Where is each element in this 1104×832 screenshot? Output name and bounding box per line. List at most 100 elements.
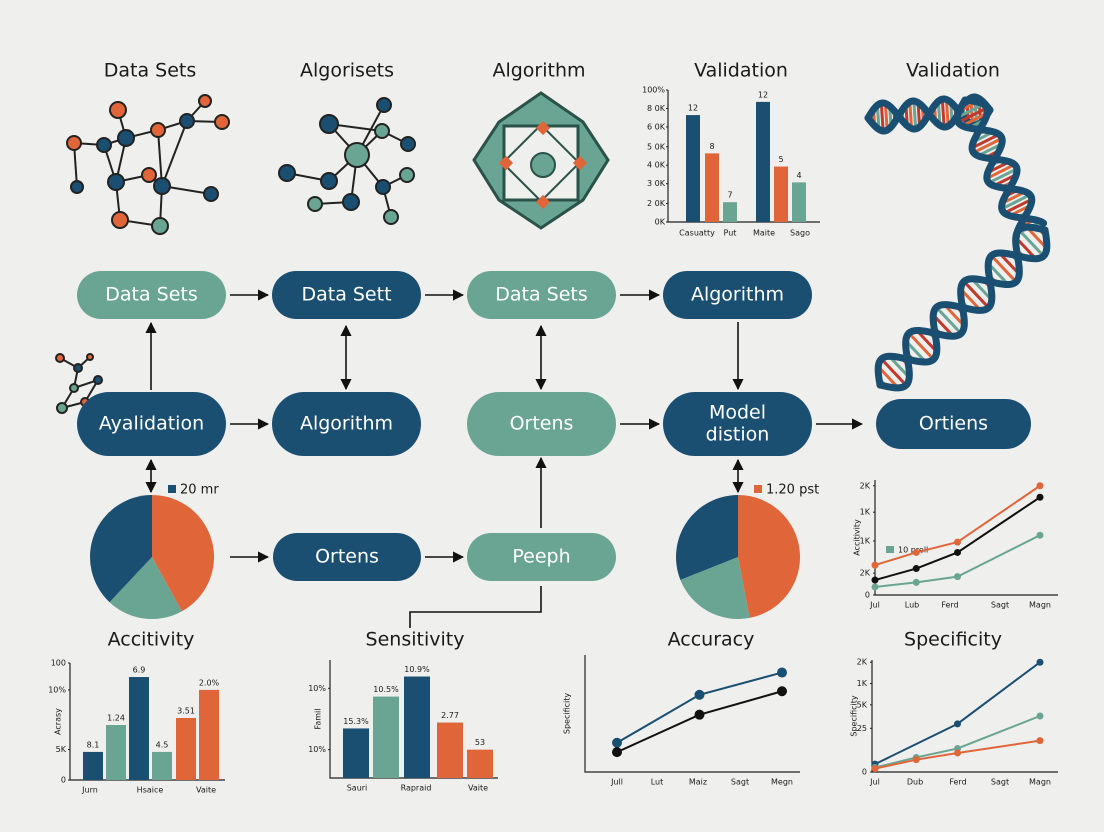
dna-rung bbox=[912, 100, 918, 129]
icons bbox=[55, 91, 1051, 414]
bar bbox=[343, 728, 369, 778]
y-tick-label: 100 bbox=[51, 659, 66, 668]
x-tick-label: Rapraid bbox=[401, 784, 432, 793]
legend-swatch bbox=[886, 546, 894, 553]
content: Data Sets Algorisets Algorithm Validation Va… bbox=[48, 60, 1058, 795]
x-tick-label: Sagt bbox=[731, 778, 749, 787]
network-node bbox=[86, 353, 94, 361]
heading: Algorisets bbox=[300, 60, 394, 82]
bar bbox=[756, 101, 770, 222]
heading: Validation bbox=[694, 60, 788, 82]
network-node bbox=[56, 402, 68, 414]
node-box bbox=[273, 533, 421, 581]
bar-label: 4.5 bbox=[156, 740, 169, 749]
dna-rung bbox=[1017, 228, 1045, 258]
network-node bbox=[203, 186, 219, 202]
x-tick-label: Jul bbox=[869, 601, 880, 610]
line bbox=[616, 690, 783, 754]
node-label: Data Sets bbox=[495, 284, 588, 306]
dna-rung bbox=[879, 103, 885, 132]
line bbox=[874, 484, 1041, 567]
network-edge bbox=[157, 129, 163, 187]
node-box bbox=[272, 392, 421, 456]
bar-label: 3.51 bbox=[177, 706, 195, 715]
network-node bbox=[93, 375, 103, 385]
node-label: Ortens bbox=[315, 546, 379, 568]
network-node bbox=[151, 217, 169, 235]
section-title: Accuracy bbox=[668, 629, 755, 651]
axis bbox=[871, 660, 1058, 773]
point bbox=[871, 576, 879, 584]
bar-label: 2.0% bbox=[199, 678, 220, 687]
network-node bbox=[344, 142, 370, 168]
x-tick-label: Put bbox=[724, 229, 737, 238]
node-label: Ayalidation bbox=[99, 413, 204, 435]
dna-rung bbox=[940, 99, 946, 128]
node-box bbox=[77, 271, 226, 319]
node-box bbox=[467, 533, 616, 581]
y-tick-label: 2K bbox=[860, 569, 871, 578]
point bbox=[1036, 712, 1044, 720]
bar-label: 10.9% bbox=[404, 665, 430, 674]
legend-label: 10 prell bbox=[898, 546, 928, 555]
star-dot bbox=[498, 155, 514, 171]
bar bbox=[774, 166, 788, 222]
node-label: Ortens bbox=[510, 413, 574, 435]
dna-rung bbox=[961, 111, 988, 128]
dna-rung bbox=[935, 306, 963, 335]
dna-rung bbox=[972, 137, 1003, 154]
bar-label: 10.5% bbox=[373, 685, 399, 694]
pie-slice bbox=[738, 495, 801, 618]
point bbox=[954, 538, 961, 546]
x-tick-label: Maiz bbox=[689, 778, 707, 787]
dna-rung bbox=[880, 357, 908, 387]
y-tick-label: 2 0K bbox=[647, 199, 666, 208]
bar bbox=[176, 717, 196, 780]
network-node bbox=[375, 179, 391, 195]
point bbox=[871, 765, 879, 773]
network-node bbox=[399, 167, 415, 183]
bar-label: 2.77 bbox=[441, 711, 459, 720]
star-dot bbox=[572, 155, 588, 171]
x-tick-label: Hsaice bbox=[137, 786, 164, 795]
y-tick-label: 4 0K bbox=[647, 161, 666, 170]
point bbox=[1036, 493, 1044, 501]
y-tick-label: 5 0K bbox=[647, 142, 666, 151]
point bbox=[954, 749, 961, 757]
node-label: distion bbox=[706, 424, 770, 446]
dna-strand bbox=[864, 95, 994, 133]
legend-label: 20 mr bbox=[180, 483, 219, 498]
heading: Validation bbox=[906, 60, 1000, 82]
bar bbox=[373, 696, 399, 778]
legend-label: 1.20 pst bbox=[766, 483, 819, 498]
point bbox=[912, 756, 920, 764]
dna-rung bbox=[944, 99, 950, 127]
point bbox=[1036, 658, 1044, 666]
network-node bbox=[307, 196, 323, 212]
dna-strand bbox=[953, 96, 1036, 241]
x-tick-label: Jurn bbox=[81, 786, 98, 795]
dna-rung bbox=[988, 167, 1018, 185]
pie-slice bbox=[109, 557, 182, 619]
x-tick-label: Jul bbox=[869, 778, 880, 787]
node-label: Algorithm bbox=[691, 284, 784, 306]
y-tick-label: 25 bbox=[857, 724, 867, 733]
line bbox=[874, 496, 1041, 582]
x-tick-label: Megn bbox=[771, 778, 793, 787]
x-tick-label: Vaite bbox=[468, 784, 488, 793]
y-tick-label: 0 bbox=[865, 591, 870, 600]
section-title: Accitivity bbox=[108, 629, 195, 651]
y-tick-label: 0 bbox=[61, 776, 66, 785]
network-node bbox=[55, 353, 65, 363]
point bbox=[777, 686, 787, 697]
bar-label: 6.9 bbox=[133, 666, 146, 675]
point bbox=[954, 548, 961, 556]
dna-rung bbox=[1001, 193, 1031, 211]
y-tick-label: 10% bbox=[48, 685, 66, 694]
y-tick-label: 1K bbox=[857, 679, 868, 688]
edges bbox=[145, 289, 864, 628]
x-tick-label: Maite bbox=[753, 229, 775, 238]
x-tick-label: Magn bbox=[1029, 778, 1051, 787]
dna-rung bbox=[883, 103, 889, 131]
